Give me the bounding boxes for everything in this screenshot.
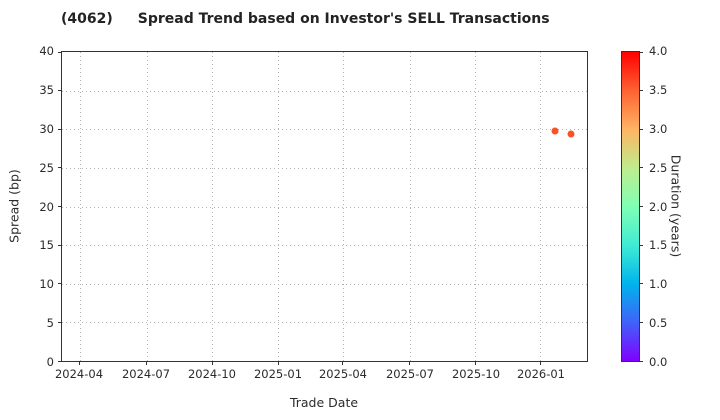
- y-tick-mark: [58, 321, 62, 323]
- x-tick-mark: [539, 361, 541, 365]
- colorbar-tick-mark: [639, 321, 643, 323]
- colorbar-tick-mark: [639, 360, 643, 362]
- colorbar-tick-mark: [639, 90, 643, 92]
- gridline-horizontal: [62, 283, 587, 285]
- gridline-horizontal: [62, 167, 587, 169]
- x-tick-label: 2026-01: [516, 367, 566, 381]
- chart-title-text: Spread Trend based on Investor's SELL Tr…: [137, 11, 550, 27]
- colorbar-tick-label: 1.5: [649, 238, 668, 253]
- gridline-vertical: [409, 52, 411, 361]
- data-point: [567, 130, 575, 138]
- colorbar-tick-mark: [639, 51, 643, 53]
- colorbar-label: Duration (years): [668, 154, 684, 258]
- y-tick-mark: [58, 51, 62, 53]
- colorbar-tick-label: 2.5: [649, 160, 668, 175]
- x-tick-mark: [79, 361, 81, 365]
- x-tick-mark: [342, 361, 344, 365]
- gridline-horizontal: [62, 90, 587, 92]
- gridline-vertical: [278, 52, 280, 361]
- x-tick-label: 2025-10: [451, 367, 501, 381]
- colorbar-tick-mark: [639, 128, 643, 130]
- y-tick-mark: [58, 283, 62, 285]
- x-tick-label: 2024-07: [121, 367, 171, 381]
- gridline-vertical: [475, 52, 477, 361]
- y-tick-label: 15: [39, 238, 54, 253]
- gridline-horizontal: [62, 322, 587, 324]
- colorbar-tick-mark: [639, 283, 643, 285]
- y-tick-label: 35: [39, 82, 54, 97]
- x-tick-label: 2025-01: [253, 367, 303, 381]
- y-tick-mark: [58, 244, 62, 246]
- colorbar-tick-label: 3.5: [649, 82, 668, 97]
- y-tick-mark: [58, 90, 62, 92]
- x-tick-mark: [277, 361, 279, 365]
- x-tick-label: 2024-10: [187, 367, 237, 381]
- chart-title: (4062) Spread Trend based on Investor's S…: [61, 11, 550, 27]
- colorbar-tick-label: 3.0: [649, 121, 668, 136]
- gridline-vertical: [212, 52, 214, 361]
- y-tick-mark: [58, 360, 62, 362]
- gridline-vertical: [342, 52, 344, 361]
- y-tick-label: 0: [46, 355, 54, 369]
- gridline-horizontal: [62, 129, 587, 131]
- y-tick-label: 10: [39, 277, 54, 292]
- data-point: [551, 127, 559, 135]
- colorbar: [621, 51, 643, 362]
- colorbar-tick-label: 0.5: [649, 316, 668, 331]
- plot-area: [58, 51, 588, 365]
- y-tick-label: 5: [46, 316, 54, 331]
- x-tick-mark: [146, 361, 148, 365]
- colorbar-tick-label: 4.0: [649, 44, 668, 58]
- y-tick-label: 30: [39, 121, 54, 136]
- x-axis-label: Trade Date: [289, 395, 359, 410]
- y-tick-label: 25: [39, 160, 54, 175]
- x-tick-label: 2025-07: [385, 367, 434, 381]
- x-tick-label: 2024-04: [54, 367, 104, 381]
- colorbar-tick-mark: [639, 244, 643, 246]
- colorbar-tick-label: 1.0: [649, 277, 668, 292]
- colorbar-tick-mark: [639, 167, 643, 169]
- gridline-horizontal: [62, 245, 587, 247]
- y-tick-mark: [58, 167, 62, 169]
- x-tick-mark: [211, 361, 213, 365]
- gridline-vertical: [146, 52, 148, 361]
- colorbar-tick-label: 0.0: [649, 355, 668, 369]
- colorbar-tick-mark: [639, 206, 643, 207]
- x-tick-mark: [409, 361, 411, 365]
- colorbar-tick-label: 2.0: [649, 199, 668, 214]
- y-tick-label: 20: [39, 199, 54, 214]
- y-tick-mark: [58, 128, 62, 130]
- y-tick-mark: [58, 206, 62, 207]
- x-tick-label: 2025-04: [318, 367, 368, 381]
- gridline-vertical: [79, 52, 81, 361]
- y-tick-label: 40: [39, 44, 54, 58]
- ticker-code: (4062): [61, 11, 113, 27]
- gridline-vertical: [540, 52, 542, 361]
- x-tick-mark: [474, 361, 476, 365]
- gridline-horizontal: [62, 206, 587, 208]
